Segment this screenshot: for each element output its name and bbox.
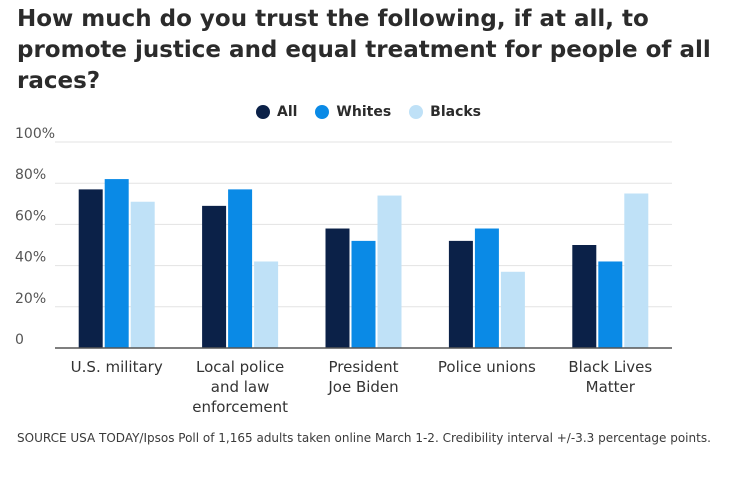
y-tick-label: 60% <box>15 208 46 224</box>
legend-item-blacks: Blacks <box>409 104 481 120</box>
x-category-label: Black Lives Matter <box>568 358 652 396</box>
x-category-label: Local police and law enforcement <box>192 358 288 416</box>
x-category-label-line: President <box>329 358 399 376</box>
x-category-label-line: Local police <box>196 358 284 376</box>
bar-whites-2 <box>228 189 253 348</box>
source-note: SOURCE USA TODAY/Ipsos Poll of 1,165 adu… <box>17 431 711 445</box>
x-category-label-line: enforcement <box>192 398 288 416</box>
x-category-label-line: Matter <box>586 378 636 396</box>
x-category-label: President Joe Biden <box>327 358 398 396</box>
y-tick-label: 80% <box>15 167 46 183</box>
bar-whites-5 <box>598 261 623 348</box>
bar-all-2 <box>202 205 227 348</box>
legend-label-whites: Whites <box>336 104 392 120</box>
x-category-label-line: Joe Biden <box>327 378 398 396</box>
legend-swatch-all <box>255 105 270 119</box>
y-tick-label: 20% <box>15 291 46 307</box>
x-category-label-line: Police unions <box>438 358 536 376</box>
bar-blacks-1 <box>130 201 155 348</box>
y-tick-label: 40% <box>15 250 46 266</box>
bar-all-4 <box>448 240 473 348</box>
bar-blacks-5 <box>624 193 649 348</box>
x-category-label-line: and law <box>211 378 270 396</box>
x-category-label: Police unions <box>438 358 536 376</box>
legend-label-blacks: Blacks <box>430 104 482 120</box>
legend-item-all: All <box>255 104 298 120</box>
legend-swatch-blacks <box>409 105 424 119</box>
legend-label-all: All <box>276 104 298 120</box>
bar-blacks-2 <box>254 261 279 348</box>
bar-all-1 <box>78 189 103 348</box>
y-tick-label: 0 <box>15 332 24 348</box>
legend-item-whites: Whites <box>315 104 391 120</box>
bar-blacks-4 <box>500 271 525 348</box>
bar-whites-3 <box>351 240 376 348</box>
bar-all-5 <box>572 245 597 348</box>
x-category-label-line: Black Lives <box>568 358 652 376</box>
bar-whites-1 <box>104 179 129 348</box>
x-category-label-line: U.S. military <box>71 358 163 376</box>
chart-legend: All Whites Blacks <box>0 101 737 123</box>
x-category-label: U.S. military <box>71 358 163 376</box>
legend-swatch-whites <box>315 105 330 119</box>
bar-whites-4 <box>474 228 499 348</box>
bar-blacks-3 <box>377 195 402 348</box>
chart-title: How much do you trust the following, if … <box>17 6 711 94</box>
bar-all-3 <box>325 228 350 348</box>
y-tick-label: 100% <box>15 126 55 142</box>
